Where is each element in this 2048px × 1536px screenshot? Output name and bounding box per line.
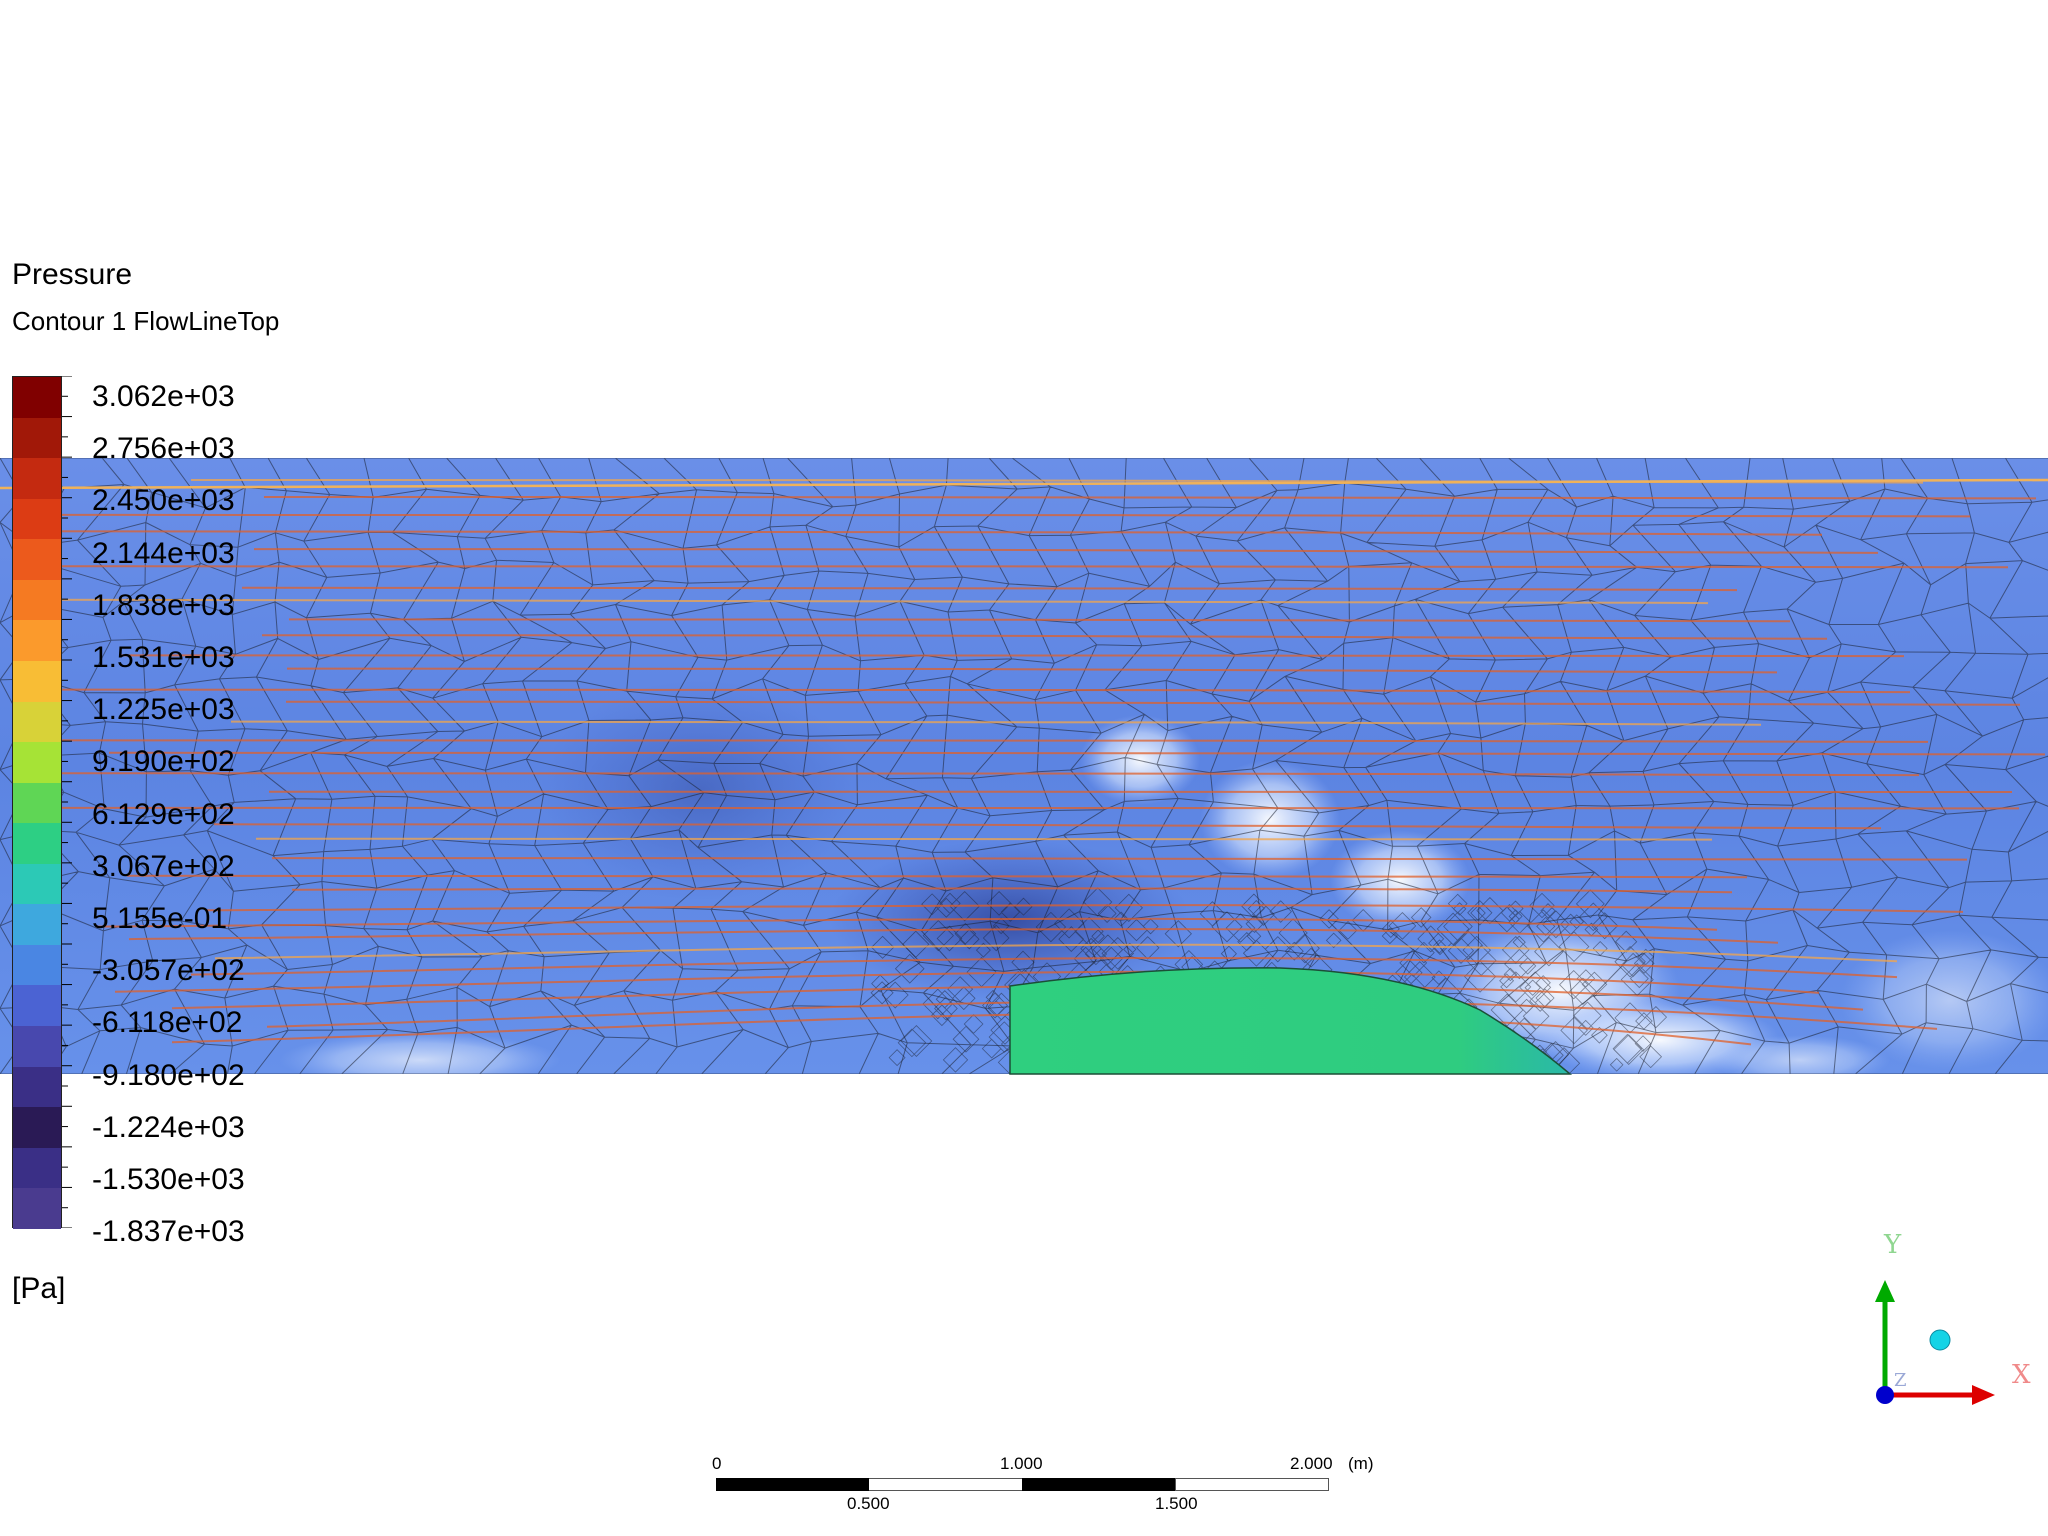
legend-label: 3.062e+03 — [92, 380, 235, 413]
scale-label-05: 0.500 — [847, 1494, 890, 1513]
colorbar-band — [13, 498, 61, 540]
streamline — [288, 618, 1791, 623]
streamline — [206, 904, 1964, 913]
colorbar-band — [13, 1147, 61, 1189]
colorbar-band — [13, 377, 61, 418]
bump-body — [1009, 967, 1573, 1075]
scale-segment-1 — [716, 1478, 869, 1491]
scale-label-0: 0 — [712, 1454, 722, 1473]
axis-triad-arrows — [1875, 1280, 1995, 1405]
streamline — [286, 667, 1778, 674]
streamline — [230, 720, 1762, 726]
legend-label: -1.837e+03 — [92, 1215, 245, 1249]
colorbar-band — [13, 1066, 61, 1108]
legend-label: -1.224e+03 — [92, 1110, 245, 1144]
legend-label: 1.225e+03 — [92, 693, 235, 727]
streamline — [291, 887, 1733, 894]
streamline — [214, 943, 1898, 963]
colorbar-band — [13, 904, 61, 945]
legend-label: -1.530e+03 — [92, 1163, 245, 1196]
legend-label: 1.838e+03 — [92, 588, 235, 622]
colorbar-band — [13, 823, 61, 864]
scale-segment-2 — [869, 1478, 1022, 1491]
legend-subtitle: Contour 1 FlowLineTop — [12, 306, 280, 336]
scale-segment-4 — [1175, 1478, 1329, 1491]
streamline — [255, 837, 1713, 841]
legend-label: 5.155e-01 — [92, 902, 228, 935]
colorbar-band — [13, 1026, 61, 1067]
axis-y-label: Y — [1884, 1230, 1902, 1260]
legend-label: 2.144e+03 — [92, 536, 235, 570]
streamline — [126, 874, 1748, 879]
colorbar-band — [13, 742, 61, 783]
streamline — [14, 513, 1971, 518]
colorbar-band — [13, 539, 61, 580]
legend-label: 2.756e+03 — [92, 432, 235, 466]
flow-domain — [0, 458, 2048, 1075]
streamline — [23, 739, 1929, 743]
streamline — [263, 496, 2037, 500]
colorbar-band — [13, 863, 61, 905]
legend-label: -3.057e+02 — [92, 954, 245, 988]
colorbar-band — [13, 620, 61, 661]
streamline — [114, 970, 1820, 994]
axis-z-label: Z — [1894, 1370, 1907, 1391]
streamline — [24, 806, 2020, 810]
streamline — [271, 857, 1968, 861]
axis-x-label: X — [2012, 1360, 2031, 1390]
scale-label-15: 1.500 — [1155, 1494, 1198, 1513]
streamline — [108, 751, 2046, 756]
streamline — [95, 917, 1718, 931]
streamline — [190, 956, 1898, 979]
scale-label-2: 2.000 — [1290, 1454, 1333, 1473]
streamline — [0, 478, 2048, 490]
streamline — [119, 654, 1905, 658]
legend-label: 2.450e+03 — [92, 484, 235, 518]
streamline — [46, 772, 1920, 777]
streamline — [56, 688, 1911, 694]
legend-label: -9.180e+02 — [92, 1058, 245, 1092]
colorbar-band — [13, 417, 61, 459]
legend-label: 6.129e+02 — [92, 797, 235, 831]
streamline — [213, 823, 1882, 830]
legend-label: 1.531e+03 — [92, 641, 235, 674]
axis-triad[interactable]: Y X Z — [1860, 1230, 2048, 1410]
colorbar-band — [13, 782, 61, 824]
streamline — [241, 586, 1738, 592]
scale-label-1: 1.000 — [1000, 1454, 1043, 1473]
legend-title: Pressure — [12, 258, 133, 291]
colorbar-band — [13, 944, 61, 986]
streamline — [253, 548, 1879, 554]
streamlines — [0, 478, 2048, 1046]
legend-label: 3.067e+02 — [92, 849, 235, 883]
legend-colorbar — [12, 376, 62, 1229]
scale-unit: (m) — [1348, 1454, 1374, 1473]
scale-segment-3 — [1022, 1478, 1175, 1491]
colorbar-band — [13, 579, 61, 621]
streamline — [261, 634, 1828, 640]
colorbar-band — [13, 1107, 61, 1148]
colorbar-band — [13, 458, 61, 499]
legend-colorbar-ticks — [62, 376, 72, 1228]
colorbar-band — [13, 985, 61, 1026]
colorbar-band — [13, 1188, 61, 1229]
streamline — [61, 565, 2009, 569]
streamline — [171, 1012, 1752, 1046]
streamline — [285, 700, 2021, 706]
legend-unit: [Pa] — [12, 1272, 66, 1305]
streamline — [28, 530, 1823, 536]
colorbar-band — [13, 701, 61, 743]
scale-bar: 0 1.000 2.000 (m) 0.500 1.500 — [700, 1446, 1400, 1516]
colorbar-band — [13, 660, 61, 702]
legend-label: 9.190e+02 — [92, 745, 235, 779]
legend-label: -6.118e+02 — [92, 1006, 243, 1040]
streamline — [128, 928, 1779, 944]
